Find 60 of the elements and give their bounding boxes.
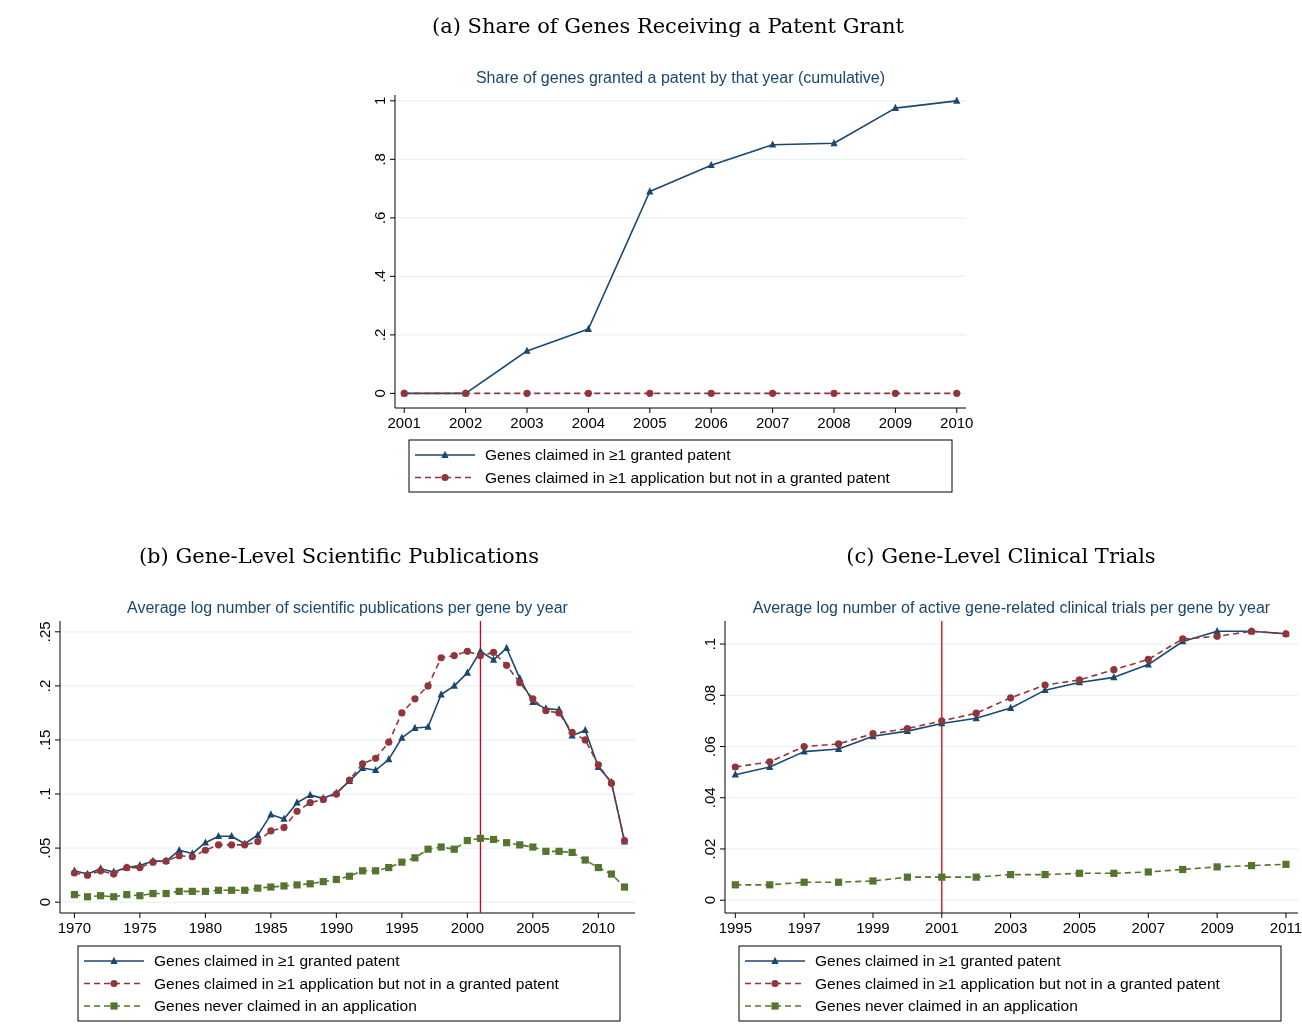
x-tick-label: 2009 xyxy=(878,414,913,431)
x-tick-label: 2008 xyxy=(817,414,851,431)
x-tick-label: 2004 xyxy=(571,414,606,431)
x-tick-label: 1995 xyxy=(385,919,419,936)
x-tick-label: 2007 xyxy=(1131,919,1165,936)
legend-label: Genes claimed in ≥1 granted patent xyxy=(154,952,401,969)
y-tick-label: .15 xyxy=(36,729,53,751)
y-tick-label: .6 xyxy=(371,211,388,225)
y-tick-label: .02 xyxy=(701,838,718,860)
x-tick-label: 2006 xyxy=(694,414,728,431)
y-tick-label: .1 xyxy=(701,637,718,651)
legend-label: Genes claimed in ≥1 application but not in a granted patent xyxy=(815,974,1221,992)
x-tick-label: 2005 xyxy=(1062,919,1097,936)
y-tick-label: .08 xyxy=(701,684,718,706)
x-tick-label: 1995 xyxy=(718,919,753,936)
x-tick-label: 2005 xyxy=(633,414,667,431)
y-tick-label: .1 xyxy=(36,787,53,801)
x-tick-label: 2002 xyxy=(448,414,483,431)
x-tick-label: 2003 xyxy=(993,919,1028,936)
chart-subtitle: Share of genes granted a patent by that year (cumulative) xyxy=(475,69,886,86)
y-tick-label: 0 xyxy=(701,896,718,905)
x-tick-label: 1980 xyxy=(188,919,223,936)
x-tick-label: 1990 xyxy=(319,919,354,936)
legend-label: Genes claimed in ≥1 application but not in a granted patent xyxy=(485,468,891,486)
y-tick-label: .05 xyxy=(36,837,53,859)
x-tick-label: 1970 xyxy=(57,919,92,936)
legend-label: Genes claimed in ≥1 granted patent xyxy=(485,446,732,463)
x-tick-label: 1985 xyxy=(254,919,288,936)
y-tick-label: .4 xyxy=(371,270,388,283)
x-tick-label: 2000 xyxy=(450,919,485,936)
x-tick-label: 2009 xyxy=(1200,919,1234,936)
x-tick-label: 2005 xyxy=(516,919,550,936)
y-tick-label: 0 xyxy=(371,389,388,398)
x-tick-label: 1997 xyxy=(787,919,821,936)
y-tick-label: .8 xyxy=(371,153,388,166)
x-tick-label: 1975 xyxy=(123,919,157,936)
y-tick-label: .25 xyxy=(36,621,53,643)
y-tick-label: .2 xyxy=(36,679,53,693)
x-tick-label: 2001 xyxy=(925,919,959,936)
legend-label: Genes never claimed in an application xyxy=(154,997,417,1014)
chart-title: (c) Gene-Level Clinical Trials xyxy=(846,544,1156,568)
y-tick-label: 1 xyxy=(371,96,388,106)
x-tick-label: 2010 xyxy=(940,414,974,431)
y-tick-label: .04 xyxy=(701,787,718,809)
x-tick-label: 2003 xyxy=(510,414,544,431)
chart-subtitle: Average log number of active gene-related clinical trials per gene by year xyxy=(752,599,1271,616)
y-tick-label: .06 xyxy=(701,736,718,757)
chart-subtitle: Average log number of scientific publications per gene by year xyxy=(127,599,569,616)
legend-label: Genes claimed in ≥1 application but not in a granted patent xyxy=(154,974,560,992)
x-tick-label: 2007 xyxy=(755,414,790,431)
chart-title: (a) Share of Genes Receiving a Patent Grant xyxy=(432,14,905,38)
chart-title: (b) Gene-Level Scientific Publications xyxy=(138,544,540,568)
y-tick-label: 0 xyxy=(36,898,53,907)
y-tick-label: .2 xyxy=(371,328,388,342)
legend-label: Genes claimed in ≥1 granted patent xyxy=(815,952,1062,969)
x-tick-label: 1999 xyxy=(856,919,890,936)
x-tick-label: 2010 xyxy=(581,919,616,936)
legend-label: Genes never claimed in an application xyxy=(815,997,1078,1014)
x-tick-label: 2011 xyxy=(1269,919,1302,936)
x-tick-label: 2001 xyxy=(387,414,421,431)
